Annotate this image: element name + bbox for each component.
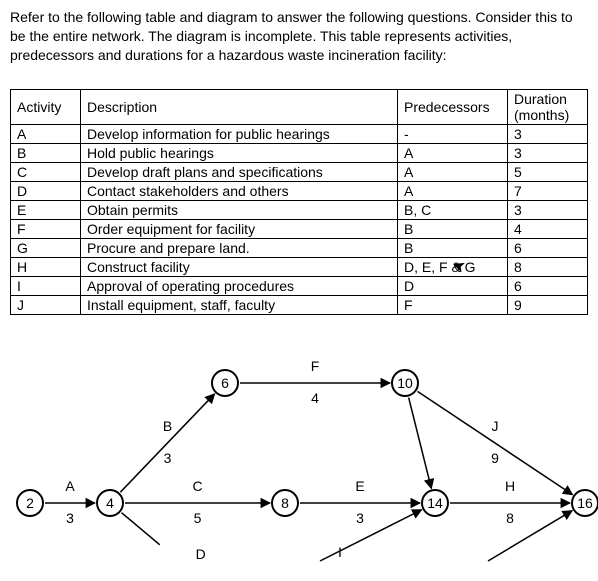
edge-label-top: A (65, 478, 75, 494)
table-cell: 6 (508, 238, 588, 257)
table-row: HConstruct facilityD, E, F & G8 (11, 257, 588, 276)
table-cell: G (11, 238, 81, 257)
edge-label-bottom: 3 (164, 450, 172, 466)
edge-label-top: F (311, 358, 320, 374)
table-header-row: Activity Description Predecessors Durati… (11, 89, 588, 124)
table-cell: A (398, 143, 508, 162)
table-cell: 9 (508, 295, 588, 314)
table-cell: B (398, 219, 508, 238)
table-row: DContact stakeholders and othersA7 (11, 181, 588, 200)
table-cell: 3 (508, 143, 588, 162)
table-cell: A (398, 181, 508, 200)
table-cell: Obtain permits (81, 200, 398, 219)
table-cell: 3 (508, 124, 588, 143)
edge (417, 391, 572, 494)
table-cell: Hold public hearings (81, 143, 398, 162)
table-cell: A (11, 124, 81, 143)
table-row: IApproval of operating proceduresD6 (11, 276, 588, 295)
table-row: FOrder equipment for facilityB4 (11, 219, 588, 238)
partial-edge (121, 512, 159, 544)
edge-label-bottom: 4 (311, 390, 319, 406)
node-label-2: 2 (26, 495, 34, 511)
table-cell: F (11, 219, 81, 238)
table-cell: J (11, 295, 81, 314)
table-cell: E (11, 200, 81, 219)
table-cell: Approval of operating procedures (81, 276, 398, 295)
table-cell: D, E, F & G (398, 257, 508, 276)
table-cell: 6 (508, 276, 588, 295)
table-row: ADevelop information for public hearings… (11, 124, 588, 143)
table-cell: 4 (508, 219, 588, 238)
activity-table: Activity Description Predecessors Durati… (10, 89, 588, 315)
node-label-10: 10 (397, 375, 413, 391)
table-cell: Contact stakeholders and others (81, 181, 398, 200)
table-cell: 3 (508, 200, 588, 219)
edge-label-top: B (163, 418, 172, 434)
table-cell: Develop information for public hearings (81, 124, 398, 143)
table-cell: Install equipment, staff, faculty (81, 295, 398, 314)
col-activity: Activity (11, 89, 81, 124)
partial-edge (320, 509, 422, 560)
table-cell: D (398, 276, 508, 295)
col-duration: Duration (months) (508, 89, 588, 124)
col-predecessors: Predecessors (398, 89, 508, 124)
table-cell: D (11, 181, 81, 200)
table-cell: 8 (508, 257, 588, 276)
edge-label-bottom: 5 (194, 510, 202, 526)
table-row: CDevelop draft plans and specificationsA… (11, 162, 588, 181)
table-cell: - (398, 124, 508, 143)
edge-label-top: J (492, 418, 499, 434)
edge-label: I (338, 544, 342, 560)
network-diagram: A3B3C5F4E3J9H8DI2468101416 (10, 343, 588, 563)
partial-edge (488, 510, 572, 560)
edge-label-top: C (192, 478, 202, 494)
table-cell: Develop draft plans and specifications (81, 162, 398, 181)
table-cell: Order equipment for facility (81, 219, 398, 238)
node-label-8: 8 (281, 495, 289, 511)
intro-text: Refer to the following table and diagram… (10, 8, 588, 65)
table-cell: I (11, 276, 81, 295)
table-cell: 7 (508, 181, 588, 200)
table-cell: H (11, 257, 81, 276)
edge-label-bottom: 8 (506, 510, 514, 526)
node-label-14: 14 (427, 495, 443, 511)
edge-label-bottom: 9 (491, 450, 499, 466)
col-description: Description (81, 89, 398, 124)
edge-label-bottom: 3 (66, 510, 74, 526)
edge (409, 397, 432, 488)
table-cell: B (11, 143, 81, 162)
edge-label-top: D (196, 546, 206, 562)
edge-label-top: H (505, 478, 515, 494)
table-row: JInstall equipment, staff, facultyF9 (11, 295, 588, 314)
table-row: GProcure and prepare land.B6 (11, 238, 588, 257)
table-cell: Construct facility (81, 257, 398, 276)
edge-label-bottom: 3 (356, 510, 364, 526)
node-label-6: 6 (221, 375, 229, 391)
edge-label-top: E (355, 478, 364, 494)
node-label-16: 16 (577, 495, 593, 511)
table-row: BHold public hearingsA3 (11, 143, 588, 162)
table-cell: A (398, 162, 508, 181)
table-cell: C (11, 162, 81, 181)
table-cell: 5 (508, 162, 588, 181)
table-cell: B, C (398, 200, 508, 219)
node-label-4: 4 (106, 495, 114, 511)
table-cell: B (398, 238, 508, 257)
table-cell: F (398, 295, 508, 314)
table-row: EObtain permitsB, C3 (11, 200, 588, 219)
table-cell: Procure and prepare land. (81, 238, 398, 257)
